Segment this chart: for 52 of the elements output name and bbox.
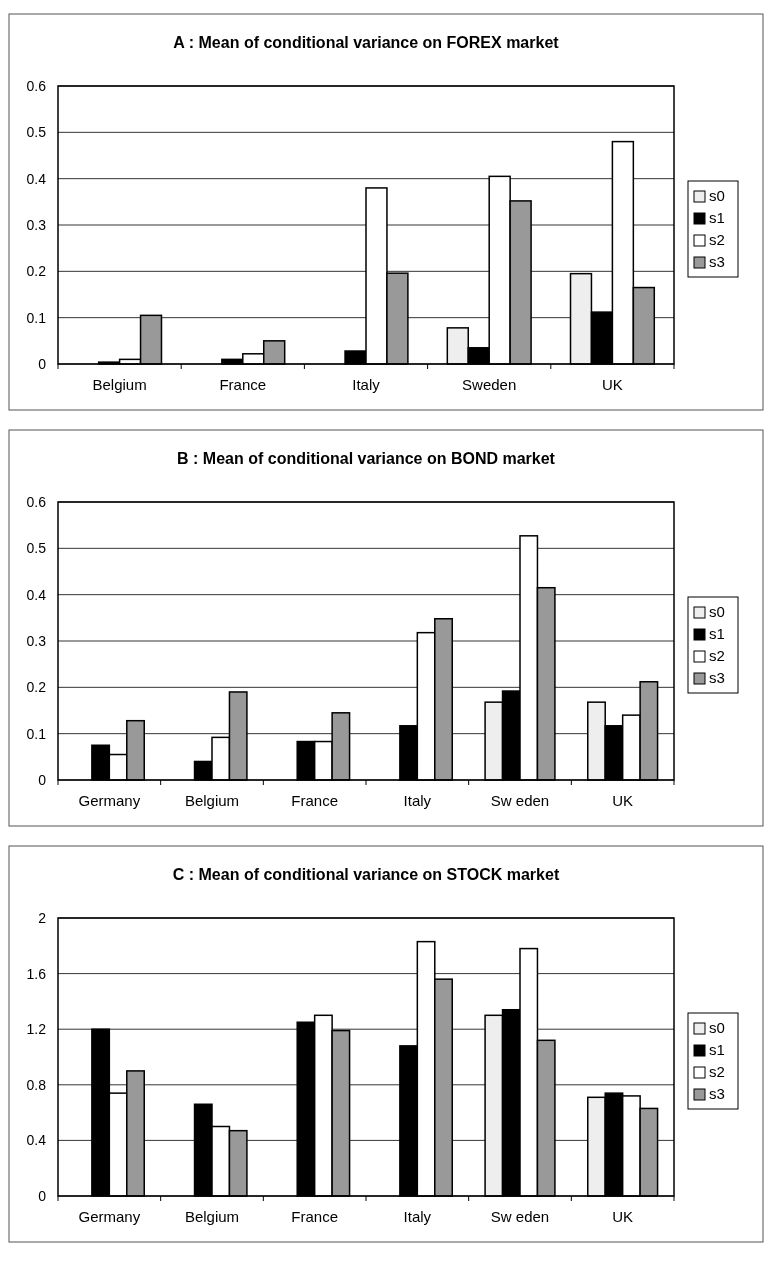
y-tick-label: 0.4 — [26, 1132, 47, 1149]
x-tick-label: Sw eden — [490, 792, 550, 809]
chart-title: B : Mean of conditional variance on BOND market — [177, 450, 556, 467]
x-tick-label: Sweden — [462, 376, 517, 393]
x-tick-label: Italy — [403, 792, 432, 809]
y-tick-label: 0.3 — [26, 216, 47, 233]
legend-label: s3 — [709, 669, 725, 686]
legend-label: s2 — [709, 1063, 725, 1080]
y-tick-label: 0 — [38, 1187, 47, 1204]
y-tick-label: 0.5 — [26, 540, 47, 557]
x-tick-label: UK — [612, 792, 634, 809]
y-tick-label: 0.6 — [26, 77, 47, 94]
x-tick-label: Belgium — [184, 792, 240, 809]
legend-label: s2 — [709, 647, 725, 664]
legend-label: s0 — [709, 187, 725, 204]
y-tick-label: 2 — [38, 909, 47, 926]
x-tick-label: UK — [601, 376, 623, 393]
x-tick-label: UK — [612, 1208, 634, 1225]
y-tick-label: 0 — [38, 771, 47, 788]
chart-title: C : Mean of conditional variance on STOCK market — [172, 866, 560, 883]
legend-label: s1 — [709, 209, 725, 226]
y-tick-label: 0.8 — [26, 1076, 47, 1093]
x-tick-label: France — [291, 1208, 339, 1225]
legend-label: s0 — [709, 603, 725, 620]
x-tick-label: Germany — [78, 1208, 141, 1225]
x-tick-label: France — [291, 792, 339, 809]
x-tick-label: Germany — [78, 792, 141, 809]
x-tick-label: Italy — [352, 376, 381, 393]
y-tick-label: 0 — [38, 355, 47, 372]
x-tick-label: Belgium — [184, 1208, 240, 1225]
legend-label: s1 — [709, 625, 725, 642]
y-tick-label: 0.1 — [26, 309, 47, 326]
y-tick-label: 0.5 — [26, 124, 47, 141]
x-tick-label: Sw eden — [490, 1208, 550, 1225]
x-tick-label: Italy — [403, 1208, 432, 1225]
y-tick-label: 0.4 — [26, 586, 47, 603]
legend-label: s2 — [709, 231, 725, 248]
legend-label: s0 — [709, 1019, 725, 1036]
legend-label: s3 — [709, 253, 725, 270]
y-tick-label: 0.1 — [26, 725, 47, 742]
legend-label: s1 — [709, 1041, 725, 1058]
y-tick-label: 0.4 — [26, 170, 47, 187]
y-tick-label: 0.2 — [26, 263, 47, 280]
y-tick-label: 0.2 — [26, 679, 47, 696]
x-tick-label: Belgium — [92, 376, 147, 393]
x-tick-label: France — [219, 376, 267, 393]
y-tick-label: 0.6 — [26, 493, 47, 510]
chart-title: A : Mean of conditional variance on FOREX market — [173, 34, 560, 51]
y-tick-label: 1.6 — [26, 965, 47, 982]
y-tick-label: 0.3 — [26, 632, 47, 649]
y-tick-label: 1.2 — [26, 1021, 47, 1038]
legend-label: s3 — [709, 1085, 725, 1102]
